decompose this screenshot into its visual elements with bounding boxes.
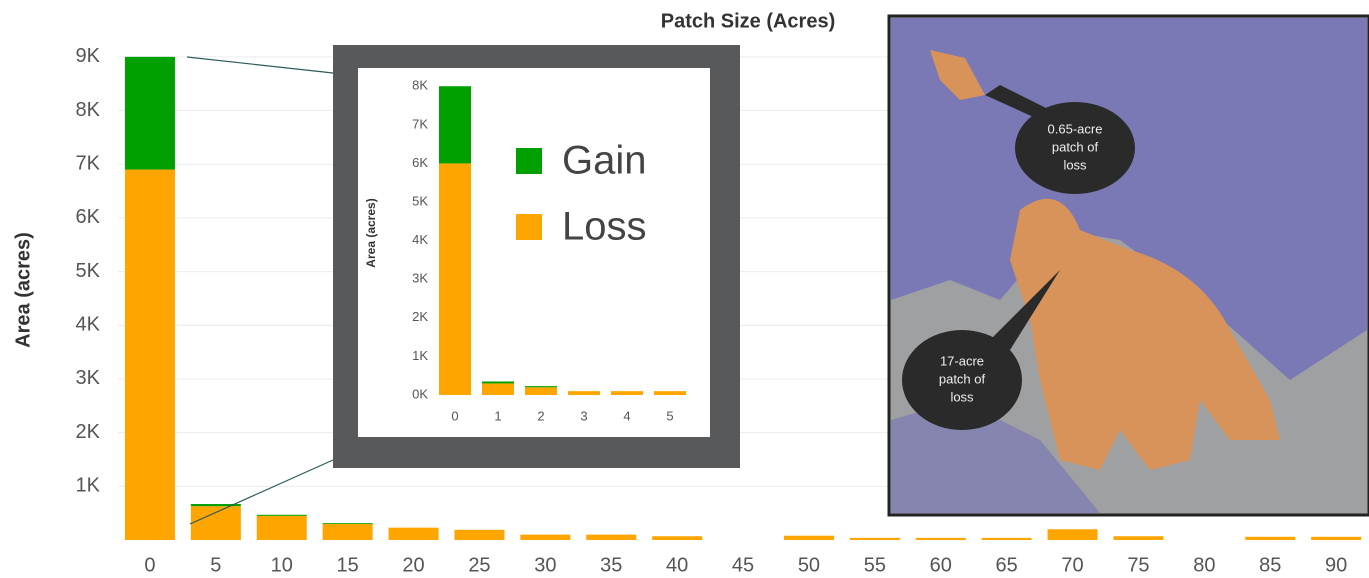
- y-tick-label: 0K: [412, 386, 428, 401]
- y-tick-label: 8K: [76, 99, 101, 121]
- bar-segment: [454, 530, 504, 540]
- x-tick-label: 30: [534, 554, 556, 576]
- bar-segment: [389, 528, 439, 540]
- x-tick-label: 55: [864, 554, 886, 576]
- bar-segment: [482, 381, 514, 383]
- map-image: 0.65-acre patch of loss 17-acre patch of loss: [889, 16, 1369, 515]
- y-tick-label: 7K: [412, 116, 428, 131]
- bar-segment: [257, 515, 307, 516]
- y-tick-label: 3K: [76, 367, 101, 389]
- x-tick-label: 20: [402, 554, 424, 576]
- zoom-line: [187, 57, 333, 73]
- bar-segment: [652, 536, 702, 540]
- y-tick-label: 9K: [76, 45, 101, 67]
- y-tick-label: 6K: [76, 206, 101, 228]
- x-tick-label: 75: [1127, 554, 1149, 576]
- y-tick-label: 1K: [76, 475, 101, 497]
- legend-swatch: [516, 148, 542, 174]
- y-tick-label: 8K: [412, 78, 428, 93]
- bar-segment: [1311, 537, 1361, 540]
- bar-segment: [323, 523, 373, 524]
- x-tick-label: 90: [1325, 554, 1347, 576]
- x-tick-label: 10: [271, 554, 293, 576]
- legend-label: Loss: [562, 205, 647, 249]
- y-axis-label: Area (acres): [12, 232, 34, 348]
- bar-segment: [850, 538, 900, 540]
- y-tick-label: 2K: [76, 421, 101, 443]
- y-tick-label: 6K: [412, 155, 428, 170]
- x-tick-label: 2: [537, 408, 544, 423]
- bar-segment: [586, 535, 636, 540]
- inset-background: [358, 68, 710, 437]
- inset-y-axis-label: Area (acres): [364, 198, 378, 267]
- y-tick-label: 1K: [412, 348, 428, 363]
- zoom-line: [190, 460, 333, 524]
- bar-segment: [439, 86, 471, 163]
- bar-segment: [611, 391, 643, 395]
- x-tick-label: 65: [996, 554, 1018, 576]
- bar-segment: [125, 57, 175, 170]
- bar-segment: [257, 516, 307, 540]
- y-tick-label: 5K: [76, 260, 101, 282]
- bar-segment: [323, 524, 373, 540]
- x-tick-label: 3: [580, 408, 587, 423]
- x-tick-label: 85: [1259, 554, 1281, 576]
- legend-swatch: [516, 214, 542, 240]
- bar-segment: [191, 506, 241, 540]
- y-tick-label: 5K: [412, 193, 428, 208]
- annotation-text: 17-acre: [940, 353, 984, 368]
- y-tick-label: 4K: [412, 232, 428, 247]
- x-tick-label: 50: [798, 554, 820, 576]
- legend-label: Gain: [562, 139, 647, 183]
- x-tick-label: 80: [1193, 554, 1215, 576]
- bar-segment: [525, 386, 557, 387]
- x-tick-label: 15: [337, 554, 359, 576]
- bar-segment: [654, 391, 686, 395]
- bar-segment: [520, 535, 570, 540]
- x-tick-label: 1: [494, 408, 501, 423]
- bar-segment: [916, 538, 966, 540]
- x-tick-label: 45: [732, 554, 754, 576]
- y-tick-label: 3K: [412, 271, 428, 286]
- x-tick-label: 70: [1061, 554, 1083, 576]
- bar-segment: [1245, 537, 1295, 540]
- annotation-text: 0.65-acre: [1048, 121, 1103, 136]
- chart: Patch Size (Acres) Area (acres) 1K 2K 3K 4K…: [0, 0, 1369, 578]
- x-tick-label: 0: [451, 408, 458, 423]
- x-tick-label: 5: [210, 554, 221, 576]
- bar-segment: [525, 387, 557, 395]
- bar-segment: [439, 163, 471, 395]
- chart-title: Patch Size (Acres): [661, 10, 836, 32]
- y-tick-label: 2K: [412, 309, 428, 324]
- x-tick-label: 25: [468, 554, 490, 576]
- annotation-text: loss: [950, 389, 974, 404]
- x-tick-label: 5: [666, 408, 673, 423]
- annotation-text: patch of: [939, 371, 986, 386]
- bar-segment: [784, 536, 834, 540]
- bar-segment: [1113, 536, 1163, 540]
- annotation-text: loss: [1063, 157, 1087, 172]
- x-tick-label: 0: [144, 554, 155, 576]
- x-tick-label: 4: [623, 408, 630, 423]
- x-tick-label: 60: [930, 554, 952, 576]
- x-tick-label: 40: [666, 554, 688, 576]
- x-tick-label: 35: [600, 554, 622, 576]
- bar-segment: [982, 538, 1032, 540]
- annotation-text: patch of: [1052, 139, 1099, 154]
- bar-segment: [568, 391, 600, 395]
- bar-segment: [1048, 529, 1098, 540]
- bar-segment: [125, 170, 175, 540]
- y-tick-label: 7K: [76, 152, 101, 174]
- y-tick-label: 4K: [76, 314, 101, 336]
- bar-segment: [482, 383, 514, 395]
